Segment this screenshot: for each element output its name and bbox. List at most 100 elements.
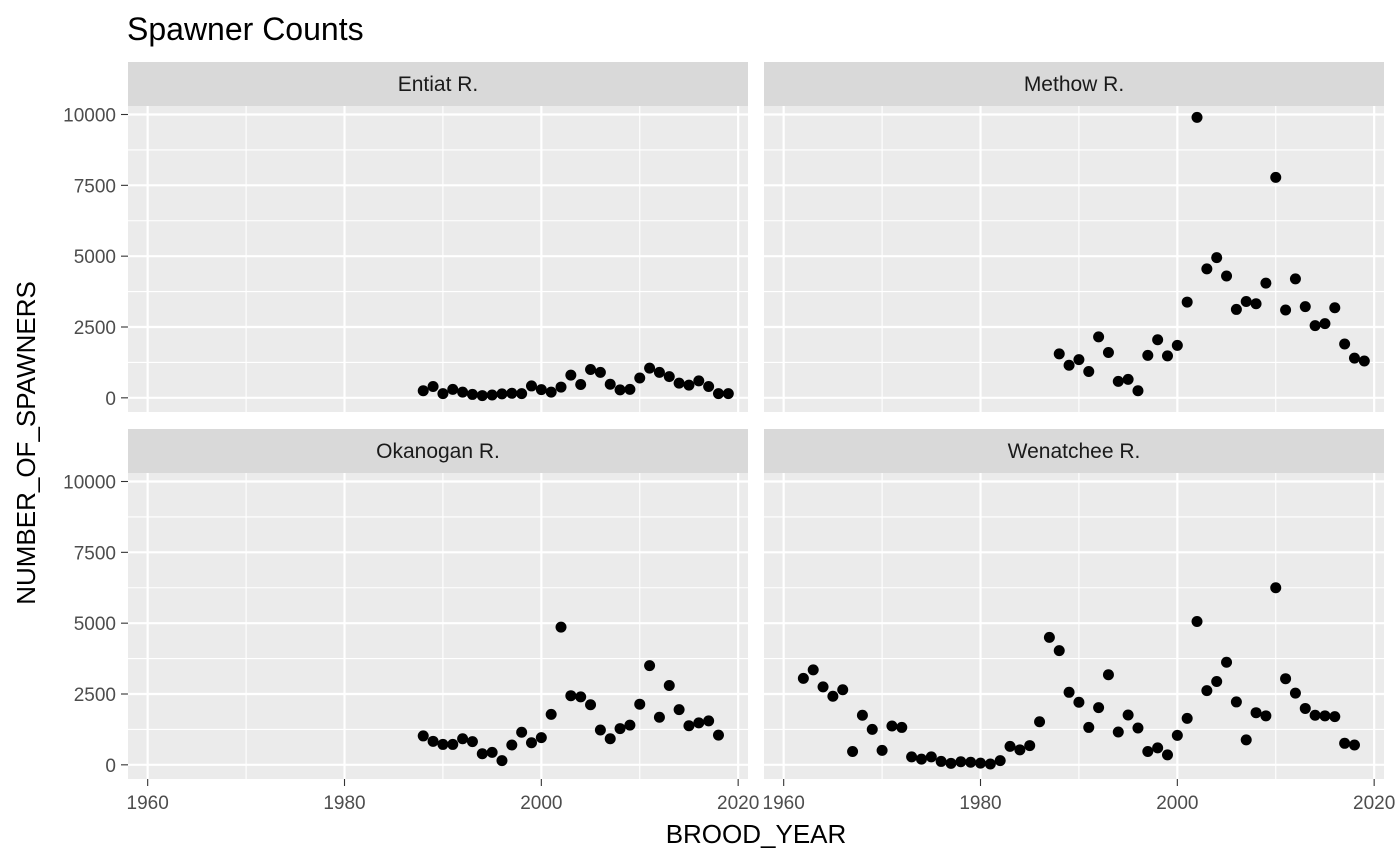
data-point (525, 380, 537, 392)
data-point (1309, 709, 1321, 721)
data-point (1152, 742, 1164, 754)
data-point (712, 388, 724, 400)
data-point (1230, 303, 1242, 315)
data-point (634, 698, 646, 710)
data-point (457, 733, 469, 745)
data-point (653, 366, 665, 378)
data-point (683, 379, 695, 391)
y-tick-label: 0 (105, 756, 116, 777)
y-tick-label: 7500 (74, 176, 116, 197)
data-point (525, 737, 537, 749)
data-point (1299, 702, 1311, 714)
data-point (663, 371, 675, 383)
data-point (506, 739, 518, 751)
data-point (604, 378, 616, 390)
data-point (1171, 339, 1183, 351)
data-point (866, 723, 878, 735)
data-point (1083, 721, 1095, 733)
facet-label: Okanogan R. (376, 440, 500, 463)
data-point (644, 362, 656, 374)
data-point (1270, 171, 1282, 183)
data-point (906, 751, 918, 763)
x-axis-title: BROOD_YEAR (666, 819, 847, 849)
data-point (1221, 270, 1233, 282)
data-point (555, 381, 567, 393)
x-tick-label: 1960 (127, 793, 169, 814)
data-point (1250, 707, 1262, 719)
data-point (427, 381, 439, 392)
data-point (594, 366, 606, 378)
data-point (693, 717, 705, 729)
data-point (1339, 338, 1351, 350)
data-point (683, 720, 695, 732)
data-point (984, 758, 996, 770)
x-axis: 1960 1980 2000 2020 1960 1980 2000 2020 (127, 779, 1395, 814)
data-point (1181, 296, 1193, 308)
data-point (1348, 352, 1360, 364)
data-point (417, 730, 429, 742)
data-point (1201, 685, 1213, 697)
data-point (837, 684, 849, 696)
y-tick-label: 7500 (74, 543, 116, 564)
panel-methow-r: Methow R. (764, 62, 1384, 412)
data-point (1004, 740, 1016, 752)
data-point (1339, 737, 1351, 749)
data-point (1289, 687, 1301, 699)
facet-label: Wenatchee R. (1008, 440, 1141, 463)
data-point (545, 386, 557, 398)
data-point (466, 388, 478, 400)
data-point (1309, 320, 1321, 332)
data-point (466, 736, 478, 748)
data-point (886, 720, 898, 732)
data-point (653, 711, 665, 723)
data-point (1122, 373, 1134, 385)
data-point (876, 744, 888, 756)
data-point (614, 723, 626, 735)
data-point (545, 708, 557, 720)
data-point (1093, 702, 1105, 714)
data-point (1191, 111, 1203, 123)
data-point (614, 384, 626, 396)
data-point (486, 746, 498, 758)
data-point (1319, 318, 1331, 330)
data-point (476, 748, 488, 760)
data-point (1063, 686, 1075, 698)
data-point (1211, 252, 1223, 264)
data-point (1073, 354, 1085, 366)
data-point (693, 375, 705, 387)
y-tick-label: 2500 (74, 685, 116, 706)
data-point (1240, 296, 1252, 307)
facet-strip (764, 62, 1384, 106)
data-point (1191, 615, 1203, 627)
data-point (722, 388, 734, 400)
data-point (797, 672, 809, 684)
data-point (457, 386, 469, 398)
data-point (1250, 298, 1262, 310)
data-point (1112, 726, 1124, 738)
data-point (417, 385, 429, 397)
data-point (1211, 676, 1223, 688)
data-point (535, 384, 547, 396)
data-point (1083, 365, 1095, 377)
data-point (604, 733, 616, 745)
data-point (1171, 729, 1183, 741)
data-point (1280, 304, 1292, 316)
data-point (1073, 696, 1085, 708)
data-point (565, 369, 577, 381)
data-point (1161, 350, 1173, 362)
data-point (1181, 712, 1193, 724)
y-tick-label: 5000 (74, 247, 116, 268)
data-point (1142, 746, 1154, 758)
data-point (1289, 273, 1301, 285)
data-point (915, 753, 927, 765)
data-point (575, 379, 587, 391)
panel-background (764, 473, 1384, 779)
data-point (644, 660, 656, 672)
data-point (437, 738, 449, 750)
data-point (663, 680, 675, 691)
facet-label: Entiat R. (398, 73, 479, 96)
data-point (955, 756, 967, 768)
y-tick-label: 10000 (63, 106, 116, 127)
data-point (703, 381, 715, 392)
data-point (476, 390, 488, 402)
